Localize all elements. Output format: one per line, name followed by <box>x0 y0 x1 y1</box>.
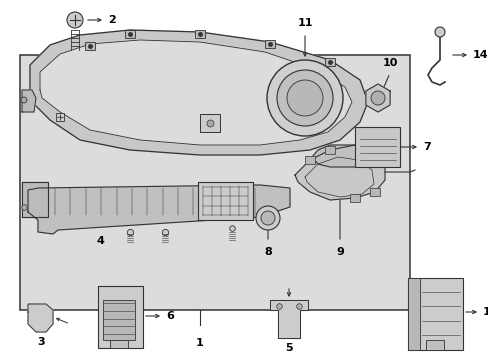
Circle shape <box>370 91 384 105</box>
Text: 8: 8 <box>264 247 271 257</box>
Circle shape <box>286 80 323 116</box>
Bar <box>425 340 443 350</box>
Circle shape <box>276 70 332 126</box>
Bar <box>325 58 334 66</box>
Bar <box>195 30 204 38</box>
Bar <box>305 156 314 164</box>
Bar <box>198 182 252 220</box>
Circle shape <box>434 27 444 37</box>
Bar <box>369 188 379 196</box>
Text: 2: 2 <box>108 15 116 25</box>
Bar <box>407 278 419 350</box>
Bar <box>85 42 95 50</box>
Bar <box>110 340 128 348</box>
Polygon shape <box>30 30 367 155</box>
Circle shape <box>21 97 27 103</box>
Text: 3: 3 <box>37 337 45 347</box>
Polygon shape <box>365 84 389 112</box>
Bar <box>264 40 274 48</box>
Text: 5: 5 <box>285 343 292 353</box>
Bar <box>20 55 409 310</box>
Text: 7: 7 <box>422 142 430 152</box>
Circle shape <box>256 206 280 230</box>
Bar <box>125 30 135 38</box>
Text: 4: 4 <box>96 236 104 246</box>
Circle shape <box>261 211 274 225</box>
Bar <box>354 127 399 167</box>
Bar <box>98 286 142 348</box>
Text: 6: 6 <box>165 311 174 321</box>
Text: 1: 1 <box>196 338 203 348</box>
Text: 10: 10 <box>382 58 397 68</box>
Bar <box>325 146 334 154</box>
Bar <box>407 278 462 350</box>
Bar <box>349 194 359 202</box>
Polygon shape <box>311 145 354 167</box>
Circle shape <box>266 60 342 136</box>
Bar <box>200 114 220 132</box>
Text: 14: 14 <box>472 50 488 60</box>
Text: 9: 9 <box>335 247 343 257</box>
Circle shape <box>67 12 83 28</box>
Polygon shape <box>28 185 289 234</box>
Polygon shape <box>22 182 48 217</box>
Polygon shape <box>22 90 36 112</box>
Text: 13: 13 <box>482 307 488 317</box>
Polygon shape <box>269 300 307 338</box>
Bar <box>103 300 135 340</box>
Polygon shape <box>28 304 53 332</box>
Text: 12: 12 <box>258 212 273 222</box>
Polygon shape <box>294 145 384 200</box>
Text: 11: 11 <box>297 18 312 28</box>
Polygon shape <box>40 40 351 145</box>
